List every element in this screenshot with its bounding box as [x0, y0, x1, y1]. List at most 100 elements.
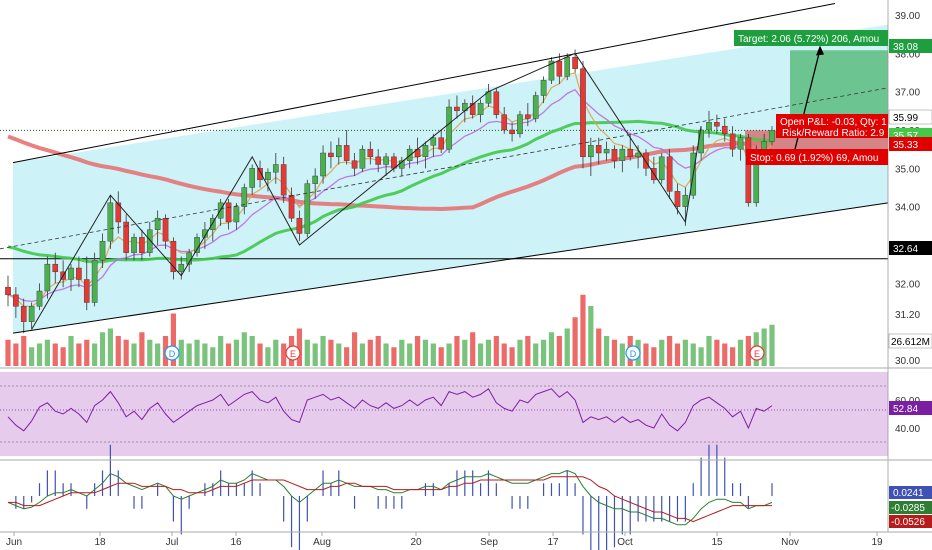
candle-body [91, 260, 98, 303]
candle-body [83, 279, 90, 303]
candle-body [721, 125, 728, 135]
time-tick-label: 16 [230, 537, 242, 548]
zigzag-pattern-line [31, 52, 702, 330]
volume-bar [698, 347, 704, 366]
rsi-pane [0, 372, 888, 456]
volume-bar [682, 339, 688, 366]
candle-body [729, 133, 736, 150]
candle-body [249, 168, 255, 188]
volume-bar [580, 294, 586, 366]
candle-body [162, 217, 169, 242]
volume-bar [690, 343, 696, 366]
volume-bar [359, 343, 366, 366]
candle-body [501, 114, 508, 131]
volume-bar [659, 339, 665, 366]
volume-bar [320, 336, 326, 366]
price-tick-label: 37.00 [895, 88, 920, 99]
macd-hist-badge [889, 486, 932, 499]
volume-bar [501, 343, 507, 366]
candle-body [209, 217, 216, 230]
candle-body [674, 191, 681, 207]
volume-bar [241, 332, 247, 366]
stop-label-box [746, 149, 888, 165]
candle-body [123, 221, 129, 253]
volume-bar [430, 343, 436, 366]
rsi-tick-label: 40.00 [895, 424, 920, 435]
volume-bar [399, 339, 405, 366]
volume-bar [249, 336, 255, 366]
volume-bar [769, 324, 775, 366]
candle-body [296, 217, 303, 234]
price-tick-label: 39.00 [895, 11, 920, 22]
volume-bar [422, 339, 429, 366]
volume-bar [454, 336, 460, 366]
candle-body [383, 156, 389, 165]
drawings-layer [0, 3, 889, 334]
candle-body [328, 152, 334, 158]
volume-bar [367, 339, 373, 366]
price-tick-label: 30.00 [895, 356, 920, 367]
volume-bar [414, 336, 421, 366]
candle-body [257, 168, 263, 181]
candle-body [430, 137, 437, 146]
volume-bar [438, 347, 444, 366]
volume-bar [36, 343, 43, 366]
candle-body [20, 306, 27, 322]
volume-bar [147, 339, 153, 366]
volume-bar [44, 339, 50, 366]
price-tick-label: 31.20 [895, 310, 920, 321]
candle-body [595, 145, 602, 154]
candle-body [288, 194, 295, 219]
volume-bar [336, 343, 342, 366]
candle-body [611, 148, 618, 161]
volume-bar [540, 339, 547, 366]
time-tick-label: 17 [547, 537, 559, 548]
candle-body [627, 148, 634, 158]
purple-ema-line [7, 88, 773, 303]
volume-bar [745, 336, 751, 366]
stop-price-badge [889, 137, 932, 151]
volume-bar [446, 343, 452, 366]
candle-body [194, 237, 200, 253]
volume-bar [509, 347, 515, 366]
candle-body [5, 286, 11, 296]
time-tick-label: 18 [94, 537, 106, 548]
macd-pane [7, 444, 773, 550]
price-tick-label: 38.00 [895, 49, 920, 60]
candle-body [202, 229, 208, 238]
dividend-marker [625, 345, 641, 361]
price-badges: 38.08 35.99 35.57 35.33 32.64 26.612M 52… [888, 39, 932, 528]
candle-body [139, 237, 145, 253]
candles-layer [5, 49, 775, 334]
candle-body [619, 148, 626, 161]
volume-badge [888, 333, 932, 349]
candle-body [13, 294, 19, 307]
candle-body [769, 130, 775, 142]
volume-bar [611, 339, 618, 366]
volume-bar [714, 339, 720, 366]
volume-bar [131, 343, 137, 366]
price-axis-bg [888, 0, 932, 550]
rsi-band [0, 372, 888, 456]
candle-body [658, 156, 665, 181]
time-tick-label: Aug [313, 537, 331, 548]
candle-body [509, 129, 515, 135]
candle-body [493, 91, 500, 115]
candle-body [548, 60, 555, 81]
volume-bar [391, 347, 397, 366]
sma-price-text: 35.57 [893, 131, 918, 142]
volume-bar [218, 336, 224, 366]
volume-bar [651, 347, 657, 366]
volume-bar [304, 339, 310, 366]
volume-bar [517, 339, 523, 366]
volume-bar [525, 336, 531, 366]
volume-bar [485, 339, 492, 366]
volume-bar [5, 339, 11, 366]
volume-bar [178, 339, 184, 366]
candle-body [525, 114, 531, 119]
volume-bar [564, 328, 570, 366]
volume-bar [139, 332, 145, 366]
candle-body [714, 122, 720, 127]
candle-body [517, 114, 523, 135]
